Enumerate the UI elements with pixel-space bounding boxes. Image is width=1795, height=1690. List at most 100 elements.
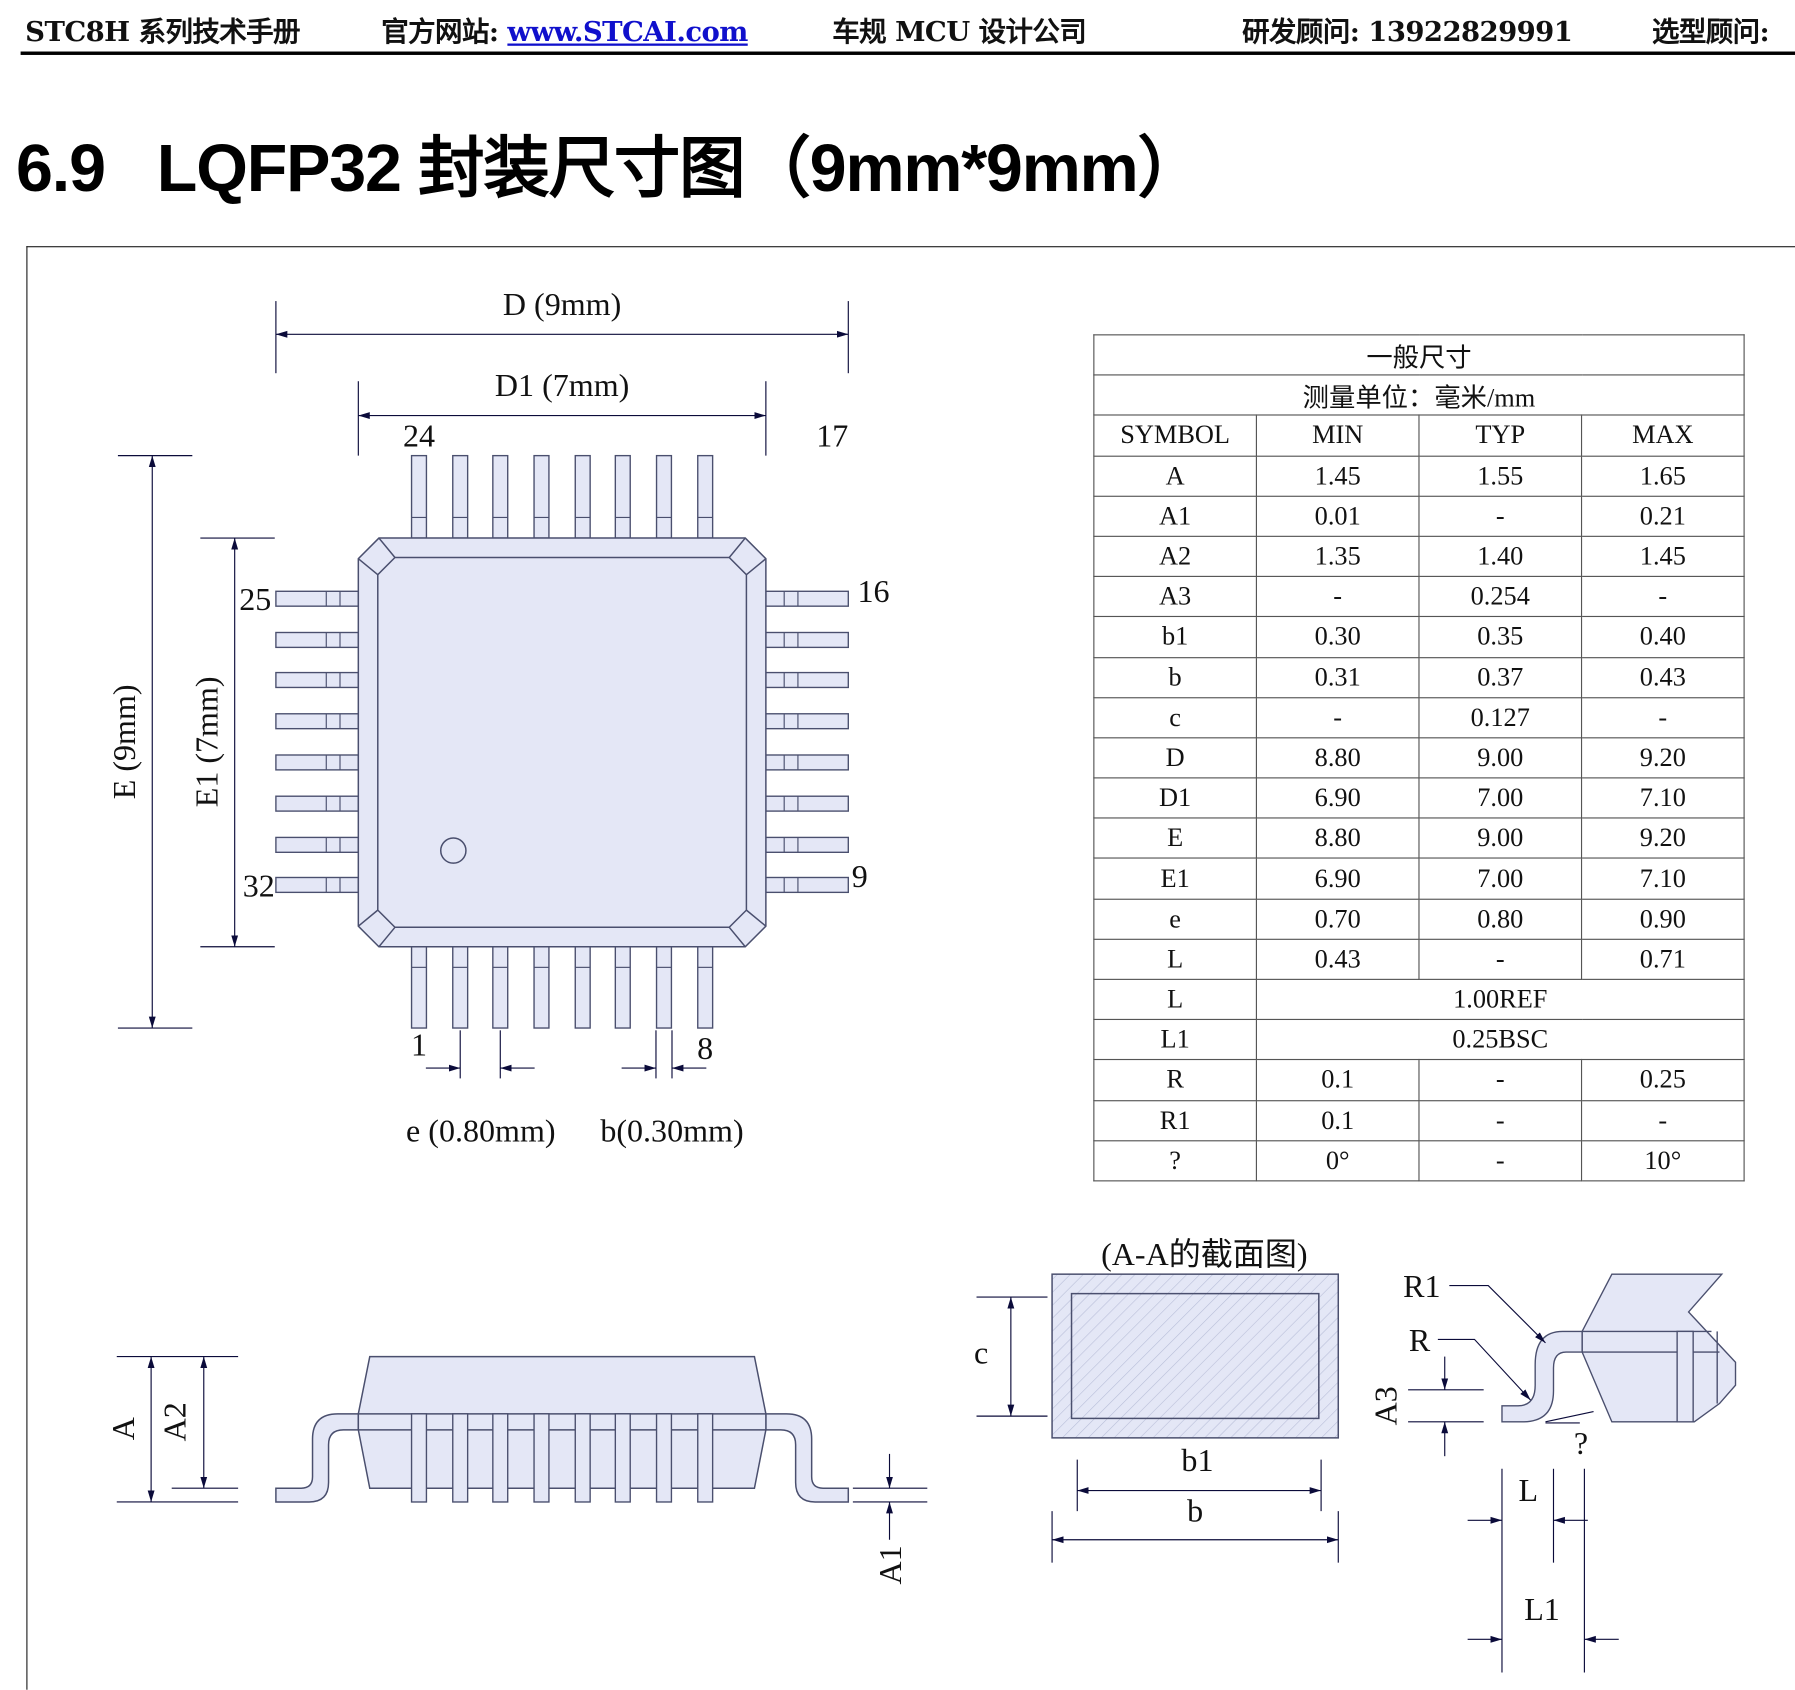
table-row: D 8.80 9.00 9.20 (1093, 737, 1745, 779)
table-cell: 0.35 (1418, 616, 1583, 658)
top-pin (614, 454, 631, 539)
column-header: SYMBOL (1093, 414, 1257, 457)
pin-number-24: 24 (403, 417, 435, 453)
drawing-frame (26, 246, 1795, 1690)
bottom-pin (452, 946, 469, 1029)
table-cell: A2 (1093, 535, 1257, 578)
table-cell: 8.80 (1255, 737, 1420, 779)
table-cell: D1 (1093, 777, 1257, 819)
table-cell: A1 (1093, 495, 1257, 537)
table-cell: E1 (1093, 857, 1257, 900)
table-row: L1 0.25BSC (1093, 1019, 1745, 1061)
side-view (275, 1355, 850, 1503)
table-cell: 1.00REF (1255, 978, 1745, 1021)
left-pin (275, 876, 360, 894)
pin-number-9: 9 (852, 858, 868, 894)
table-cell: R1 (1093, 1099, 1257, 1142)
table-cell: - (1255, 696, 1420, 739)
table-cell: 0.1 (1255, 1099, 1420, 1142)
dimension-table: 一般尺寸 测量单位：毫米/mm SYMBOL MIN TYP MAX A 1.45 1.55 1.… (1093, 334, 1745, 1182)
table-title-row: 一般尺寸 (1093, 334, 1745, 376)
table-cell: 0.25BSC (1255, 1019, 1745, 1061)
side-pin (614, 1413, 631, 1503)
label-A2: A2 (156, 1402, 192, 1441)
header-slogan: 车规 MCU 设计公司 (832, 14, 1087, 49)
table-cell: L1 (1093, 1019, 1257, 1061)
right-pin (765, 754, 849, 771)
table-cell: e (1093, 898, 1257, 940)
label-c: c (974, 1334, 988, 1370)
top-view-body (357, 537, 767, 948)
table-cell: 0.40 (1580, 616, 1745, 658)
table-cell: 0° (1255, 1139, 1420, 1182)
table-cell: c (1093, 696, 1257, 739)
bottom-pin (614, 946, 631, 1029)
table-cell: - (1580, 575, 1745, 618)
pin-number-1: 1 (411, 1027, 427, 1063)
table-row: b 0.31 0.37 0.43 (1093, 656, 1745, 698)
right-pin (765, 876, 849, 894)
label-A3: A3 (1368, 1386, 1404, 1425)
left-pin (275, 671, 360, 689)
label-L1: L1 (1524, 1591, 1560, 1627)
top-pin (655, 454, 673, 539)
header-website-label: 官方网站: (381, 14, 508, 49)
table-row: b1 0.30 0.35 0.40 (1093, 616, 1745, 658)
table-cell: 0.37 (1418, 656, 1583, 698)
table-row: A3-0.254- (1093, 575, 1745, 618)
side-pin (492, 1413, 509, 1503)
table-cell: 0.70 (1255, 898, 1420, 940)
table-cell: 1.45 (1255, 455, 1420, 497)
table-cell: 0.90 (1580, 898, 1745, 940)
left-pin (275, 795, 360, 812)
pin-number-25: 25 (239, 581, 271, 617)
side-pin (697, 1413, 714, 1503)
table-header-row: SYMBOL MIN TYP MAX (1093, 414, 1745, 457)
table-cell: L (1093, 978, 1257, 1021)
label-R: R (1409, 1322, 1431, 1358)
side-pin (410, 1413, 428, 1503)
side-left-lead (275, 1413, 360, 1503)
top-pin (697, 454, 714, 539)
table-row: c -0.127- (1093, 696, 1745, 739)
table-cell: b1 (1093, 616, 1257, 658)
table-row: R1 0.1- - (1093, 1099, 1745, 1142)
table-cell: - (1580, 1099, 1745, 1142)
table-cell: - (1418, 1139, 1583, 1182)
table-cell: 7.00 (1418, 857, 1583, 900)
bottom-pin (574, 946, 591, 1029)
table-cell: 0.80 (1418, 898, 1583, 940)
table-cell: b (1093, 656, 1257, 698)
table-row: L 0.43-0.71 (1093, 938, 1745, 980)
table-title: 一般尺寸 (1093, 334, 1745, 376)
table-row: L 1.00REF (1093, 978, 1745, 1021)
table-cell: 0.21 (1580, 495, 1745, 537)
header-website: 官方网站: www.STCAI.com (381, 9, 748, 49)
table-cell: 0.1 (1255, 1059, 1420, 1101)
side-pin (574, 1413, 591, 1503)
table-cell: 0.43 (1255, 938, 1420, 980)
bottom-pin (655, 946, 673, 1029)
table-cell: 1.55 (1418, 455, 1583, 497)
section-dimensions (976, 1296, 1339, 1563)
website-link[interactable]: www.STCAI.com (507, 14, 748, 49)
table-cell: 0.25 (1580, 1059, 1745, 1101)
table-cell: A (1093, 455, 1257, 497)
bottom-pin (697, 946, 714, 1029)
table-row: E 8.80 9.00 9.20 (1093, 817, 1745, 860)
header-manual-name: STC8H 系列技术手册 (25, 14, 300, 49)
header-rd-advisor: 研发顾问: 13922829991 (1242, 14, 1573, 49)
section-title: 6.9 LQFP32 封装尺寸图（9mm*9mm） (16, 131, 1204, 207)
table-cell: 9.00 (1418, 817, 1583, 860)
table-cell: 0.01 (1255, 495, 1420, 537)
label-D1: D1 (7mm) (495, 367, 629, 403)
label-b-width: b(0.30mm) (600, 1112, 743, 1148)
right-pin (765, 836, 849, 853)
table-cell: 9.00 (1418, 737, 1583, 779)
column-header: TYP (1418, 414, 1583, 457)
side-pin (655, 1413, 673, 1503)
top-pin (410, 454, 428, 539)
pin-number-8: 8 (697, 1030, 713, 1066)
label-E1: E1 (7mm) (189, 676, 225, 807)
